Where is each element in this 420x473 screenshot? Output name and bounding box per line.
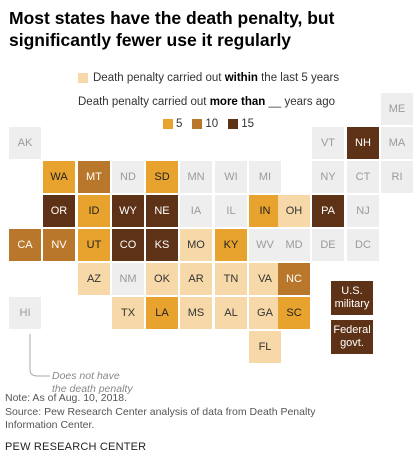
state-tile-ut: UT (78, 229, 110, 261)
annotation-line-1: Does not have (52, 370, 120, 382)
state-tile-co: CO (112, 229, 144, 261)
legend-key-5: 5 (163, 118, 182, 130)
state-tile-mn: MN (180, 161, 212, 193)
legend-key-10: 10 (192, 118, 218, 130)
military-box: U.S. military (331, 281, 373, 315)
legend-key-swatch (228, 119, 239, 129)
state-tile-nv: NV (43, 229, 75, 261)
annotation-leader (29, 334, 50, 377)
state-tile-ri: RI (381, 161, 413, 193)
state-tile-id: ID (78, 195, 110, 227)
state-tile-pa: PA (312, 195, 344, 227)
state-tile-nm: NM (112, 263, 144, 295)
state-tile-me: ME (381, 93, 413, 125)
state-tile-sc: SC (278, 297, 310, 329)
state-tile-la: LA (146, 297, 178, 329)
chart-title: Most states have the death penalty, but … (9, 8, 335, 50)
state-tile-tn: TN (215, 263, 247, 295)
state-tile-dc: DC (347, 229, 379, 261)
legend-key-label: 10 (205, 118, 219, 130)
state-tile-wa: WA (43, 161, 75, 193)
state-tile-mo: MO (180, 229, 212, 261)
state-tile-il: IL (215, 195, 247, 227)
state-tile-nh: NH (347, 127, 379, 159)
legend-within: Death penalty carried out within the las… (78, 72, 339, 84)
state-tile-vt: VT (312, 127, 344, 159)
military-label-1: U.S. (341, 285, 363, 297)
annotation-line-2: the death penalty (52, 383, 133, 395)
source: Source: Pew Research Center analysis of … (5, 406, 415, 432)
legend-keys: 5 10 15 (163, 118, 264, 130)
state-tile-nd: ND (112, 161, 144, 193)
state-tile-hi: HI (9, 297, 41, 329)
legend-more-suffix: __ years ago (265, 96, 335, 108)
state-tile-fl: FL (249, 331, 281, 363)
state-tile-ct: CT (347, 161, 379, 193)
source-line-2: Information Center. (5, 419, 95, 431)
state-tile-in: IN (249, 195, 281, 227)
legend-more: Death penalty carried out more than __ y… (78, 96, 335, 108)
source-line-1: Source: Pew Research Center analysis of … (5, 406, 316, 418)
state-tile-ok: OK (146, 263, 178, 295)
legend-within-text: Death penalty carried out within the las… (93, 72, 339, 84)
state-tile-wv: WV (249, 229, 281, 261)
state-tile-nj: NJ (347, 195, 379, 227)
state-tile-va: VA (249, 263, 281, 295)
note: Note: As of Aug. 10, 2018. (5, 392, 128, 404)
state-tile-ga: GA (249, 297, 281, 329)
state-tile-ms: MS (180, 297, 212, 329)
legend-more-prefix: Death penalty carried out (78, 96, 210, 108)
state-tile-ma: MA (381, 127, 413, 159)
legend-key-swatch (192, 119, 203, 129)
legend-within-swatch (78, 73, 88, 83)
legend-key-label: 15 (241, 118, 254, 130)
state-tile-ne: NE (146, 195, 178, 227)
legend-key-15: 15 (228, 118, 254, 130)
federal-label-1: Federal (333, 324, 371, 336)
state-tile-de: DE (312, 229, 344, 261)
military-label-2: military (334, 298, 370, 310)
state-tile-md: MD (278, 229, 310, 261)
state-tile-or: OR (43, 195, 75, 227)
legend-within-prefix: Death penalty carried out (93, 72, 225, 84)
state-tile-wy: WY (112, 195, 144, 227)
legend-more-bold: more than (209, 96, 266, 108)
state-tile-tx: TX (112, 297, 144, 329)
federal-label-2: govt. (340, 337, 364, 349)
state-tile-sd: SD (146, 161, 178, 193)
state-tile-ny: NY (312, 161, 344, 193)
state-tile-az: AZ (78, 263, 110, 295)
legend-key-swatch (163, 119, 173, 129)
state-tile-ca: CA (9, 229, 41, 261)
state-tile-al: AL (215, 297, 247, 329)
legend-within-suffix: the last 5 years (257, 72, 340, 84)
state-tile-wi: WI (215, 161, 247, 193)
state-tile-ks: KS (146, 229, 178, 261)
state-tile-nc: NC (278, 263, 310, 295)
state-tile-ky: KY (215, 229, 247, 261)
brand-logo: PEW RESEARCH CENTER (5, 441, 147, 453)
state-tile-mi: MI (249, 161, 281, 193)
federal-box: Federal govt. (331, 320, 373, 354)
legend-within-bold: within (224, 72, 258, 84)
legend-key-label: 5 (176, 118, 183, 130)
state-tile-ia: IA (180, 195, 212, 227)
annotation-no-death-penalty: Does not have the death penalty (52, 370, 133, 396)
state-tile-ak: AK (9, 127, 41, 159)
state-tile-mt: MT (78, 161, 110, 193)
state-tile-oh: OH (278, 195, 310, 227)
state-tile-ar: AR (180, 263, 212, 295)
